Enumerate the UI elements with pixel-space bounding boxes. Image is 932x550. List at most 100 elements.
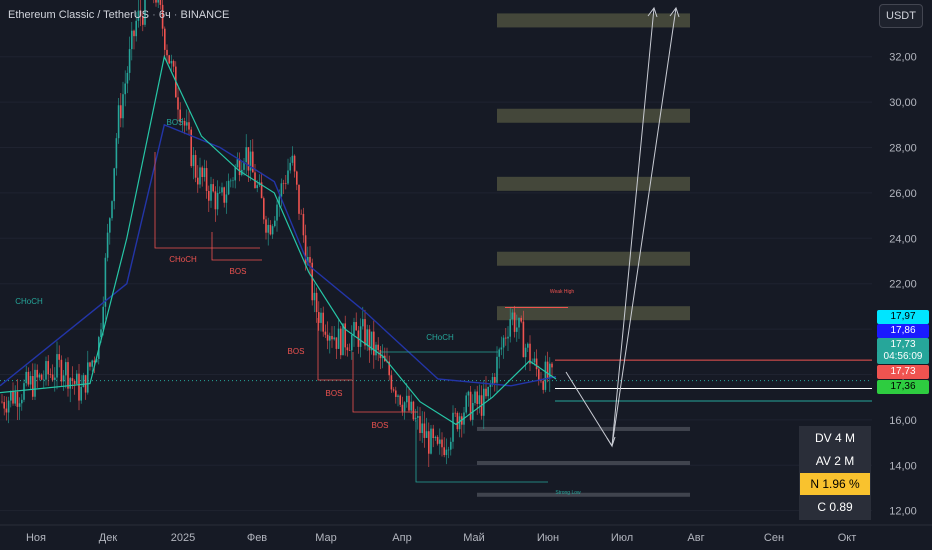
candle-body (491, 377, 494, 385)
candle-body (190, 129, 192, 167)
candle-body (368, 329, 371, 351)
arrow-head-down (606, 436, 616, 448)
candle-body (131, 30, 133, 50)
candle-body (439, 439, 441, 444)
price-tag: 17,36 (877, 380, 929, 394)
candle-body (232, 180, 234, 182)
candle-body (21, 399, 23, 404)
candle-body (395, 390, 397, 397)
candle-body (236, 159, 239, 168)
candle-body (496, 356, 498, 383)
time-axis[interactable]: Ноя Дек 2025 Фев Мар Апр Май Июн Июл Авг Сен Окт (0, 524, 932, 544)
candle-body (133, 30, 135, 37)
time-tick-label: Фев (247, 532, 267, 544)
candle-body (436, 436, 439, 444)
support-level (477, 426, 690, 431)
grid-lines (0, 56, 872, 512)
candle-body (201, 167, 203, 177)
candle-body (12, 391, 14, 404)
candle-body (542, 381, 544, 390)
candle-body (513, 312, 516, 332)
exchange-label: BINANCE (180, 9, 230, 21)
candle-body (18, 403, 21, 407)
candle-body (353, 322, 355, 335)
candle-body (115, 138, 118, 169)
candle-body (443, 447, 445, 456)
structure-label: Strong Low (555, 490, 581, 496)
target-zone (497, 108, 690, 123)
candle-body (445, 449, 448, 456)
target-zone (497, 13, 690, 28)
candle-body (117, 105, 120, 139)
candle-body (474, 391, 476, 403)
candle-body (225, 194, 228, 203)
candle-body (157, 0, 159, 3)
structure-label: BOS (326, 389, 343, 398)
candle-body (263, 198, 265, 220)
candle-body (425, 431, 428, 438)
candle-body (34, 369, 36, 397)
candle-body (331, 335, 333, 340)
candle-body (452, 412, 454, 442)
structure-box (317, 318, 352, 381)
ema-fast-line (0, 54, 557, 426)
price-tick-label: 16,00 (889, 415, 917, 427)
candle-body (276, 204, 278, 221)
price-tick-label: 30,00 (889, 97, 917, 109)
price-tag: 17,73 (877, 338, 929, 352)
candle-body (120, 105, 122, 119)
price-tick-label: 14,00 (889, 460, 917, 472)
candle-body (390, 375, 393, 390)
candle-body (533, 358, 536, 363)
candle-body (179, 109, 181, 122)
arrow-head-up (647, 6, 658, 18)
candle-body (511, 312, 514, 320)
candle-body (203, 168, 206, 177)
candle-body (243, 162, 245, 170)
candle-body (450, 441, 452, 450)
candle-body (91, 360, 93, 367)
candle-body (60, 359, 63, 382)
candle-body (221, 187, 223, 193)
candle-body (538, 369, 540, 381)
candle-body (137, 10, 140, 21)
candle-body (322, 312, 324, 332)
candle-body (183, 121, 186, 126)
candle-body (247, 147, 250, 171)
ema-slow-line (0, 123, 557, 387)
structure-box (211, 232, 262, 261)
candle-body (417, 416, 419, 418)
candle-body (307, 257, 309, 265)
candle-body (326, 334, 329, 341)
candle-body (238, 159, 241, 176)
candle-body (142, 16, 144, 25)
candle-body (304, 235, 307, 265)
price-tick-label: 24,00 (889, 233, 917, 245)
candle-body (56, 354, 58, 378)
candle-body (87, 362, 89, 393)
candle-body (522, 321, 525, 358)
candle-body (230, 180, 232, 182)
candle-body (36, 369, 38, 378)
candle-body (199, 167, 201, 185)
candle-body (100, 329, 102, 338)
price-axis[interactable]: 12,0014,0016,0018,0020,0022,0024,0026,00… (872, 0, 932, 550)
candle-body (62, 375, 65, 382)
currency-button[interactable]: USDT (879, 4, 923, 28)
candle-body (502, 337, 505, 348)
candle-body (10, 391, 12, 401)
candle-body (520, 317, 522, 322)
symbol-title[interactable]: Ethereum Classic / TetherUS · 6ч · BINAN… (8, 9, 229, 21)
candles (1, 0, 553, 468)
candle-body (524, 347, 527, 358)
structure-label: CHoCH (15, 297, 43, 306)
candle-body (324, 331, 327, 335)
structure-label: CHoCH (169, 255, 197, 264)
time-tick-label: Окт (838, 532, 857, 544)
candle-body (219, 192, 221, 194)
candle-body (170, 60, 173, 64)
candle-body (65, 362, 67, 376)
time-tick-label: Дек (99, 532, 118, 544)
candle-body (58, 354, 60, 360)
